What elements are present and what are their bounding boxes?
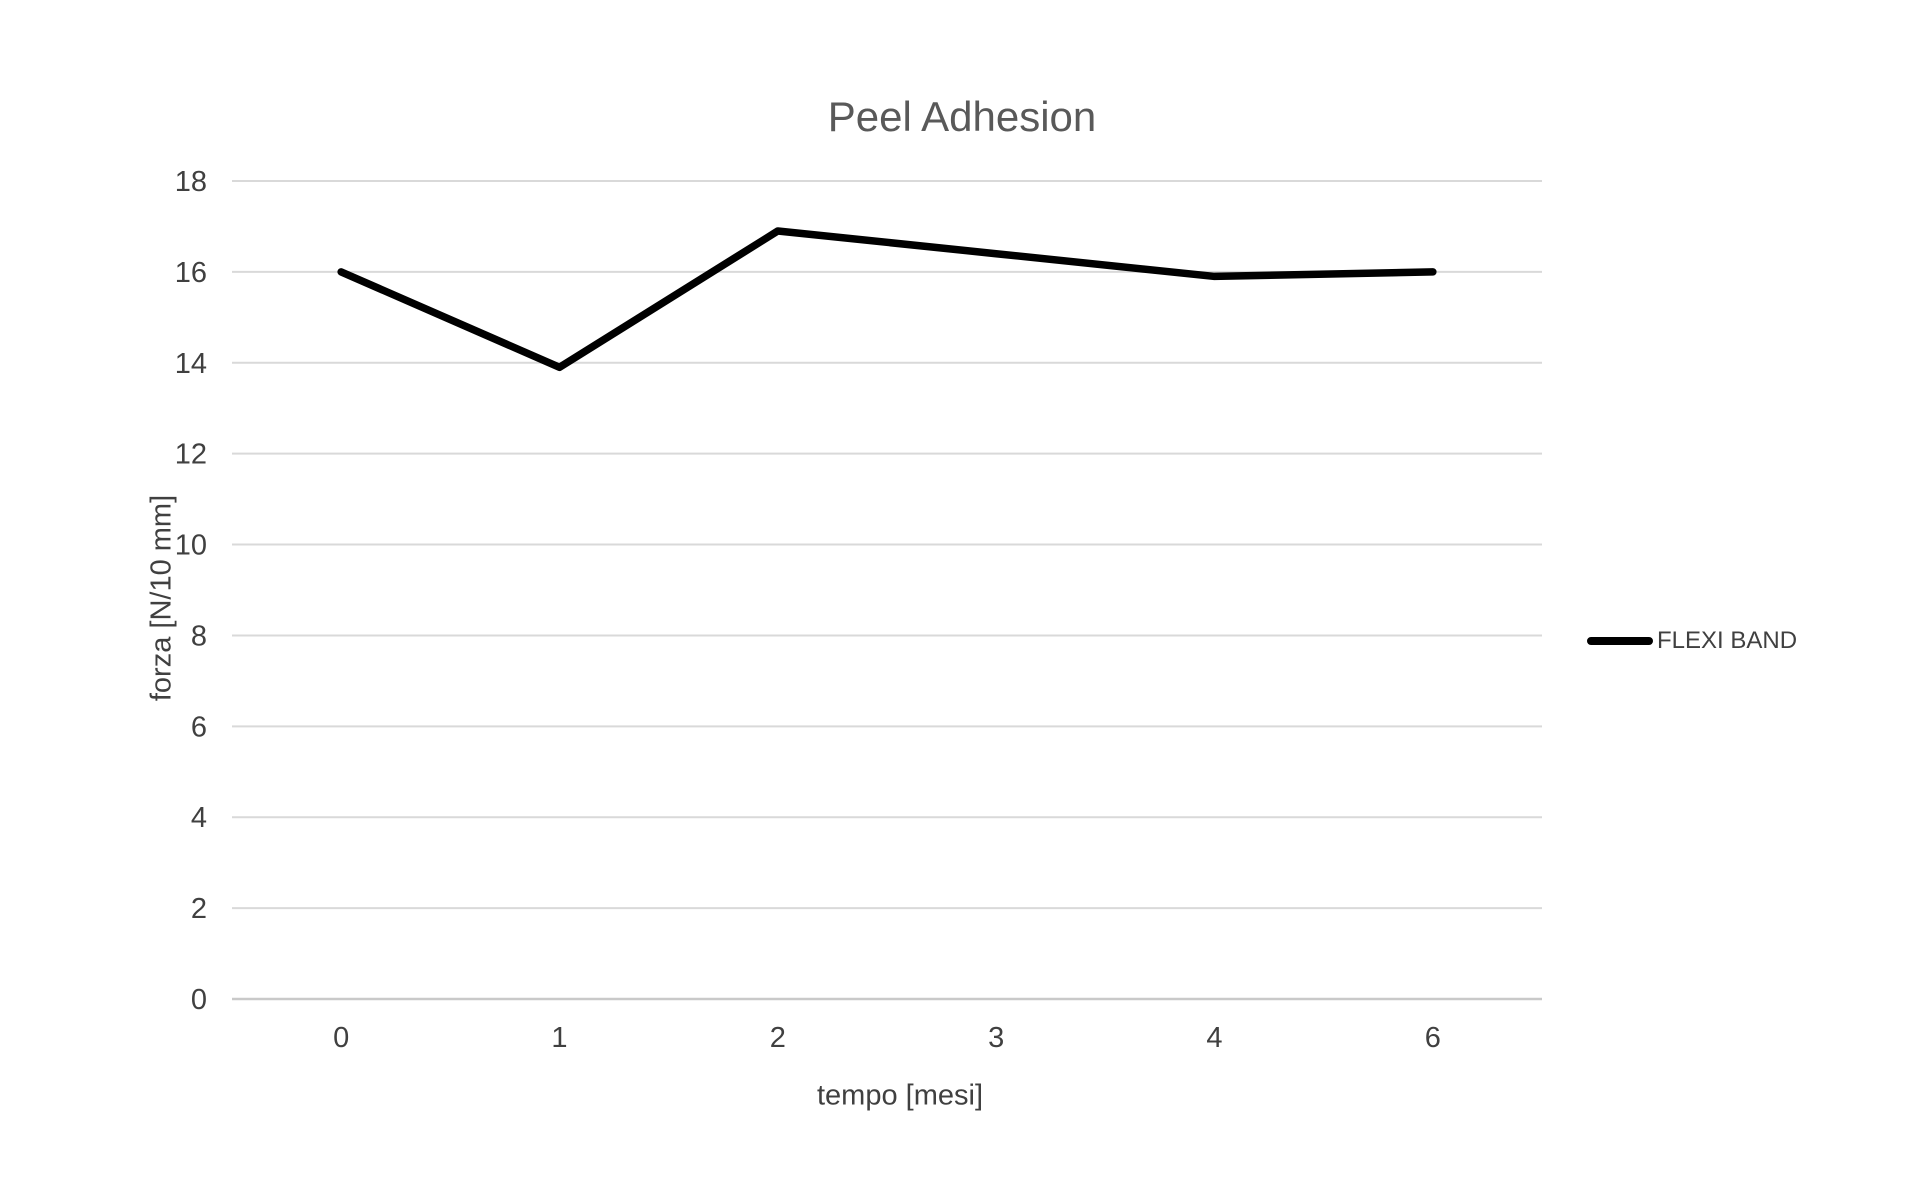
y-tick-label: 16 [175, 257, 207, 289]
x-tick-label: 6 [1425, 1022, 1441, 1054]
y-tick-label: 12 [175, 439, 207, 471]
chart-title: Peel Adhesion [827, 93, 1097, 140]
x-tick-label: 1 [551, 1022, 567, 1054]
legend: FLEXI BAND [1587, 627, 1797, 655]
y-tick-label: 18 [175, 166, 207, 198]
y-tick-label: 10 [175, 530, 207, 562]
series-line-flexi-band [337, 227, 1437, 372]
x-tick-label: 4 [1206, 1022, 1222, 1054]
y-axis-title: forza [N/10 mm] [145, 494, 178, 702]
x-axis-title: tempo [mesi] [817, 1079, 983, 1112]
y-tick-label: 8 [191, 620, 207, 652]
y-tick-label: 14 [175, 348, 207, 380]
y-tick-label: 0 [191, 984, 207, 1016]
y-tick-label: 6 [191, 711, 207, 743]
x-tick-label: 3 [988, 1022, 1004, 1054]
x-tick-label: 2 [770, 1022, 786, 1054]
y-tick-label: 4 [191, 802, 207, 834]
legend-line-marker [1587, 637, 1653, 645]
legend-series-label: FLEXI BAND [1657, 627, 1798, 654]
y-tick-label: 2 [191, 893, 207, 925]
x-tick-label: 0 [333, 1022, 349, 1054]
